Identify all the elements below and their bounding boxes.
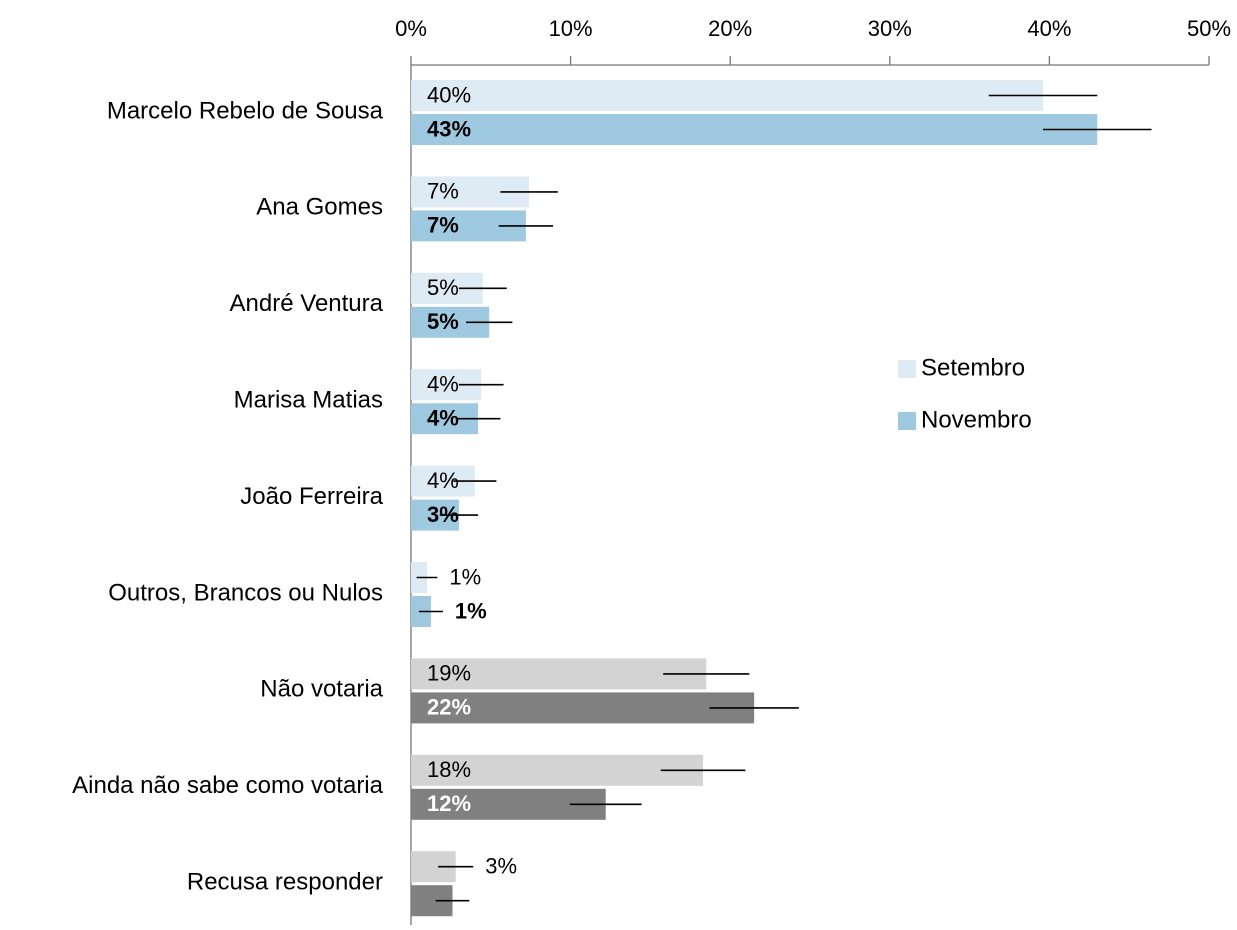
value-label: 5% — [427, 309, 459, 334]
category-label: Ana Gomes — [256, 194, 383, 221]
value-label: 3% — [481, 888, 513, 913]
category-label: Recusa responder — [187, 869, 383, 896]
value-label: 18% — [427, 757, 471, 782]
legend-label: Novembro — [921, 406, 1032, 433]
x-tick-label: 0% — [395, 16, 427, 41]
x-tick-label: 10% — [549, 16, 593, 41]
value-label: 3% — [485, 854, 517, 879]
value-label: 1% — [449, 564, 481, 589]
value-label: 19% — [427, 661, 471, 686]
x-tick-label: 20% — [708, 16, 752, 41]
x-tick-label: 30% — [868, 16, 912, 41]
value-label: 43% — [427, 116, 471, 141]
legend-label: Setembro — [921, 354, 1025, 381]
legend-swatch — [898, 360, 916, 378]
category-label: Ainda não sabe como votaria — [72, 772, 384, 799]
x-tick-label: 50% — [1187, 16, 1231, 41]
category-label: Outros, Brancos ou Nulos — [108, 579, 383, 606]
category-label: Não votaria — [260, 676, 383, 703]
bar — [411, 114, 1098, 145]
category-label: André Ventura — [230, 290, 384, 317]
legend-swatch — [898, 412, 916, 430]
category-label: Marisa Matias — [234, 387, 383, 414]
value-label: 3% — [427, 502, 459, 527]
bar — [411, 658, 707, 690]
value-label: 7% — [427, 213, 459, 238]
value-label: 7% — [427, 179, 459, 204]
value-label: 12% — [427, 791, 471, 816]
value-label: 22% — [427, 695, 471, 720]
x-tick-label: 40% — [1027, 16, 1071, 41]
value-label: 4% — [427, 372, 459, 397]
category-label: João Ferreira — [240, 483, 383, 510]
bar — [411, 80, 1044, 111]
value-label: 40% — [427, 82, 471, 107]
value-label: 5% — [427, 275, 459, 300]
value-label: 1% — [455, 598, 487, 623]
category-label: Marcelo Rebelo de Sousa — [107, 97, 384, 124]
bar — [411, 692, 755, 724]
bar — [411, 754, 704, 786]
value-label: 4% — [427, 468, 459, 493]
value-label: 4% — [427, 406, 459, 431]
